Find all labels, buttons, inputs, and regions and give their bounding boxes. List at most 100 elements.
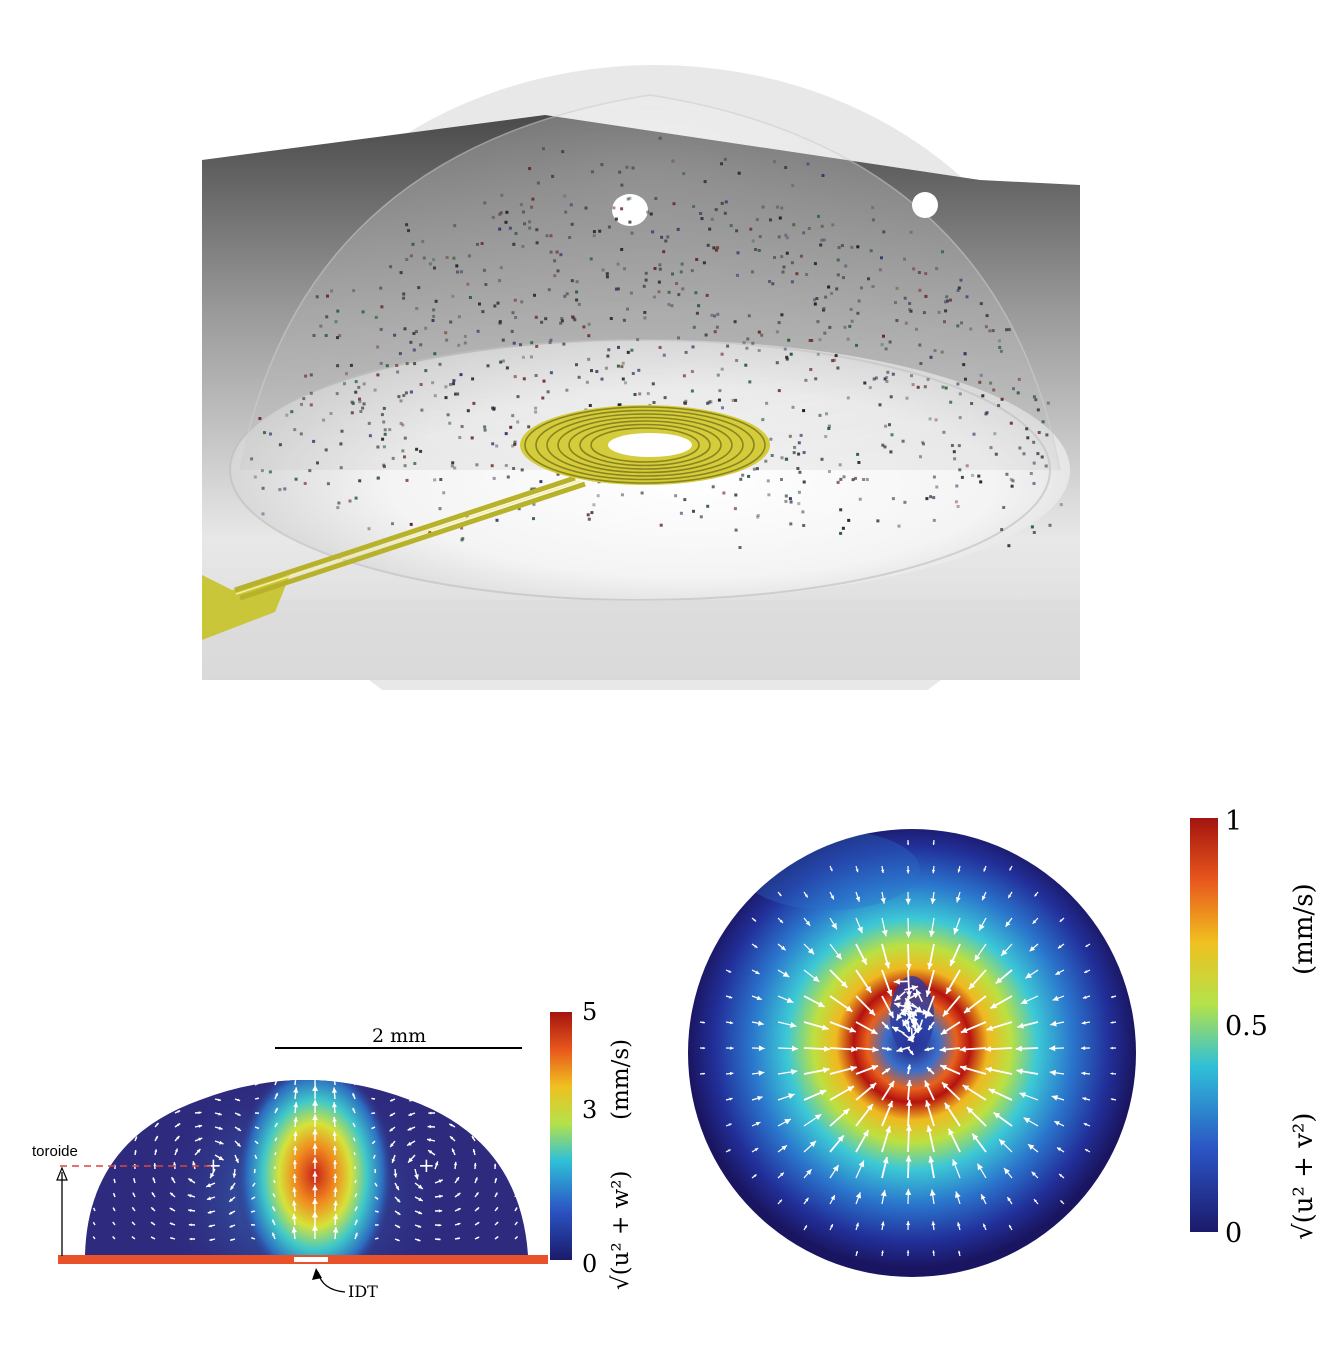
particle [1017, 391, 1020, 394]
particle [588, 323, 591, 326]
particle [1033, 395, 1036, 398]
particle [472, 402, 475, 405]
particle [807, 163, 810, 166]
particle [1042, 420, 1045, 423]
particle [718, 389, 721, 392]
particle [903, 258, 906, 261]
particle [919, 362, 922, 365]
particle [855, 344, 858, 347]
particle [466, 283, 469, 286]
particle [667, 303, 670, 306]
particle [471, 377, 474, 380]
droplet-3d-render [0, 0, 1343, 690]
particle [708, 228, 711, 231]
particle [831, 223, 834, 226]
particle [377, 477, 380, 480]
particle [659, 268, 662, 271]
velocity-arrow [195, 1098, 201, 1101]
particle [407, 229, 410, 232]
particle [383, 407, 386, 410]
particle [254, 476, 257, 479]
particle [791, 280, 794, 283]
particle [1026, 436, 1029, 439]
particle [917, 386, 920, 389]
particle [946, 300, 949, 303]
particle [374, 389, 377, 392]
particle [445, 396, 448, 399]
particle [844, 265, 847, 268]
particle [404, 327, 407, 330]
particle [739, 546, 742, 549]
particle [359, 410, 362, 413]
particle [1001, 398, 1004, 401]
particle [452, 382, 455, 385]
particle [675, 282, 678, 285]
particle [776, 206, 779, 209]
particle [837, 259, 840, 262]
velocity-arrow [493, 1150, 495, 1155]
particle [327, 482, 330, 485]
particle [1033, 462, 1036, 465]
particle [677, 228, 680, 231]
particle [841, 244, 844, 247]
particle [961, 476, 964, 479]
velocity-arrow [135, 1096, 138, 1099]
velocity-arrow [512, 1083, 515, 1085]
particle [706, 294, 709, 297]
particle [568, 236, 571, 239]
particle [388, 428, 391, 431]
particle [759, 235, 762, 238]
particle [923, 311, 926, 314]
particle [966, 295, 969, 298]
particle [645, 272, 648, 275]
particle [578, 376, 581, 379]
particle [943, 320, 946, 323]
particle [464, 335, 467, 338]
particle [743, 341, 746, 344]
particle [316, 295, 319, 298]
particle [404, 437, 407, 440]
particle [505, 464, 508, 467]
particle [977, 475, 980, 478]
particle [1000, 528, 1003, 531]
colorbar-tick: 0.5 [1225, 1011, 1268, 1042]
particle [660, 524, 663, 527]
particle [904, 297, 907, 300]
particle [1023, 452, 1026, 455]
particle [691, 370, 694, 373]
particle [351, 401, 354, 404]
particle [553, 259, 556, 262]
velocity-arrow [410, 1085, 415, 1087]
particle [859, 498, 862, 501]
particle [606, 275, 609, 278]
particle [325, 448, 328, 451]
particle [851, 320, 854, 323]
velocity-arrow [115, 1110, 117, 1113]
particle [942, 386, 945, 389]
particle [710, 314, 713, 317]
particle [695, 258, 698, 261]
particle [537, 182, 540, 185]
particle [343, 382, 346, 385]
particle [953, 450, 956, 453]
particle [862, 478, 865, 481]
particle [384, 433, 387, 436]
particle [261, 469, 264, 472]
particle [856, 312, 859, 315]
particle [502, 360, 505, 363]
particle [998, 339, 1001, 342]
particle [956, 324, 959, 327]
particle [363, 402, 366, 405]
particle [322, 419, 325, 422]
particle [593, 234, 596, 237]
particle [881, 343, 884, 346]
particle [421, 240, 424, 243]
particle [892, 373, 895, 376]
particle [431, 381, 434, 384]
particle [539, 480, 542, 483]
particle [381, 438, 384, 441]
particle [369, 434, 372, 437]
particle [720, 162, 723, 165]
particle [671, 273, 674, 276]
particle [647, 392, 650, 395]
